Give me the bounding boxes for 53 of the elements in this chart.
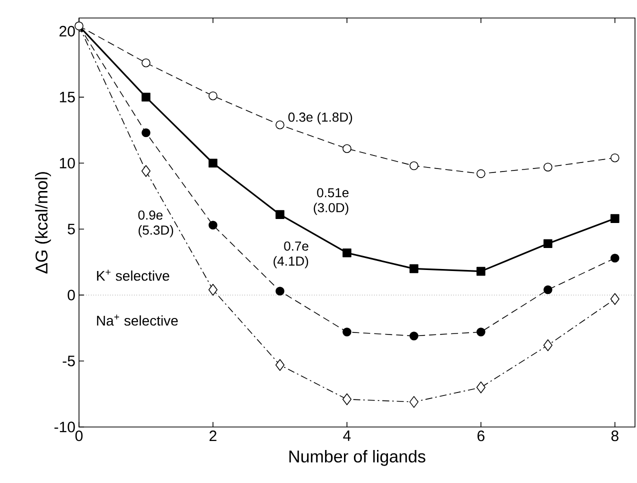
y-tick-label: 20 xyxy=(60,26,75,36)
point xyxy=(410,161,418,170)
annotation: K$^{+}$ selective xyxy=(97,270,170,281)
point xyxy=(342,393,352,406)
point xyxy=(544,285,552,294)
series-label: 0.51e (3.0D) xyxy=(314,188,349,215)
point xyxy=(409,396,418,408)
x-tick-label: 8 xyxy=(611,430,618,442)
y-tick-label: 10 xyxy=(60,158,75,168)
x-tick-label: 0 xyxy=(75,430,83,442)
y-tick-label: 5 xyxy=(68,224,75,234)
point xyxy=(610,153,620,162)
point xyxy=(142,92,150,102)
y-tick-label: -5 xyxy=(62,356,75,366)
point xyxy=(476,266,486,276)
y-tick-label: 15 xyxy=(60,92,75,102)
point xyxy=(610,214,620,223)
point xyxy=(410,332,418,340)
point xyxy=(544,239,552,248)
y-axis-title: ΔG (kcal/mol) xyxy=(35,172,51,274)
point xyxy=(476,169,486,178)
point xyxy=(208,220,218,230)
point xyxy=(342,144,352,154)
point xyxy=(610,293,620,305)
point xyxy=(276,286,284,296)
point xyxy=(208,91,218,100)
point xyxy=(74,22,84,30)
series-label: 0.9e (5.3D) xyxy=(138,210,174,238)
point xyxy=(276,120,284,130)
point xyxy=(208,284,218,296)
point xyxy=(610,254,620,263)
point xyxy=(476,382,486,394)
point xyxy=(543,339,552,352)
point xyxy=(142,128,150,138)
x-axis-title: Number of ligands xyxy=(289,450,426,466)
y-tick-label: -10 xyxy=(54,422,75,432)
point xyxy=(276,210,284,219)
x-tick-label: 6 xyxy=(478,430,484,442)
point xyxy=(275,359,284,371)
series-label: 0.7e (4.1D) xyxy=(274,242,308,268)
point xyxy=(544,162,552,172)
annotation: Na$^{+}$ selective xyxy=(97,314,178,326)
point xyxy=(142,58,150,68)
point xyxy=(141,165,151,177)
point xyxy=(342,328,352,336)
y-tick-label: 0 xyxy=(68,290,75,300)
point xyxy=(476,328,486,336)
x-tick-label: 2 xyxy=(210,430,216,442)
point xyxy=(208,158,218,168)
point xyxy=(342,248,352,258)
series-label: 0.3e (1.8D) xyxy=(288,112,352,124)
point xyxy=(410,264,418,274)
x-tick-label: 4 xyxy=(343,430,351,441)
